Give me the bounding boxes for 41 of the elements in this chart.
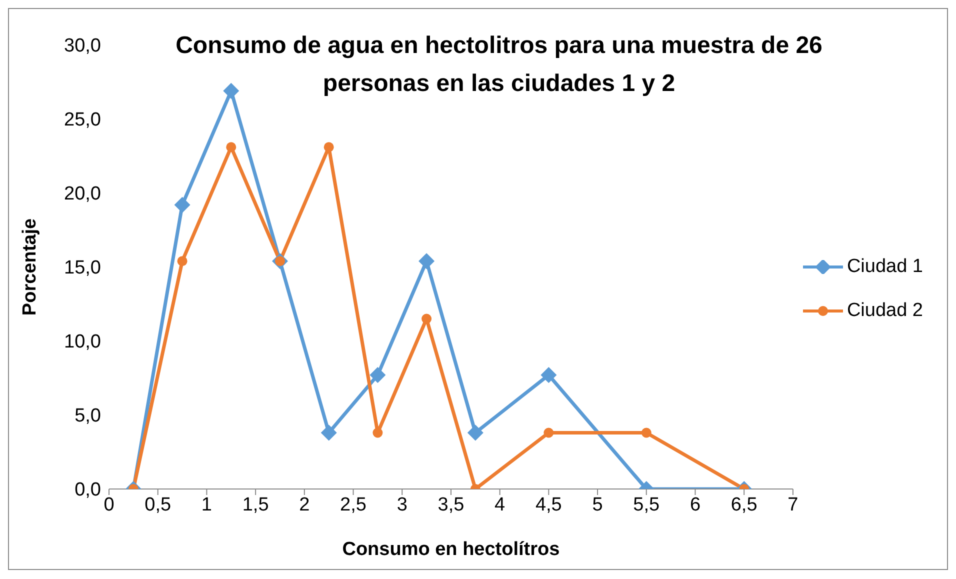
point: [544, 428, 554, 438]
point: [177, 256, 188, 266]
point: [540, 367, 557, 384]
point: [226, 142, 236, 152]
point: [223, 82, 240, 99]
x-tick-label: 6: [690, 494, 701, 516]
x-tick-label: 5,5: [633, 494, 660, 516]
point: [174, 196, 190, 213]
y-tick-label: 15,0: [64, 258, 101, 279]
y-tick-label: 20,0: [64, 184, 101, 205]
x-tick-label: 7: [788, 494, 798, 516]
legend-label: Ciudad 1: [846, 256, 923, 278]
point: [370, 367, 386, 384]
point: [372, 428, 383, 438]
chart-title: Consumo de agua en hectolitros para una muestra de 26 personas en las ciudades 1 y 2: [174, 31, 824, 99]
x-tick-label: 6,5: [730, 494, 758, 516]
x-tick-label: 2,5: [340, 494, 366, 516]
point: [320, 424, 337, 441]
point: [641, 428, 652, 438]
x-tick-label: 0,5: [144, 494, 172, 516]
legend-label: Ciudad 2: [846, 300, 923, 322]
y-tick-label: 25,0: [64, 110, 101, 131]
point: [418, 253, 435, 270]
point: [422, 314, 432, 324]
point: [467, 424, 484, 441]
x-tick-label: 1: [201, 494, 212, 516]
x-tick-label: 5: [592, 494, 603, 516]
y-axis-title: Porcentaje: [20, 218, 41, 316]
x-tick-label: 3: [396, 494, 408, 516]
y-tick-label: 10,0: [64, 332, 101, 353]
y-tick-label: 30,0: [64, 36, 101, 57]
x-tick-label: 4,5: [535, 494, 562, 516]
x-tick-label: 1,5: [242, 494, 269, 516]
point: [324, 142, 334, 152]
y-tick-label: 0,0: [74, 480, 101, 501]
x-tick-label: 3,5: [438, 494, 464, 516]
x-tick-label: 0: [104, 494, 114, 516]
x-tick-label: 2: [299, 494, 310, 516]
x-axis-title: Consumo en hectolítros: [342, 539, 560, 560]
y-tick-label: 5,0: [74, 406, 101, 427]
x-tick-label: 4: [494, 494, 506, 516]
